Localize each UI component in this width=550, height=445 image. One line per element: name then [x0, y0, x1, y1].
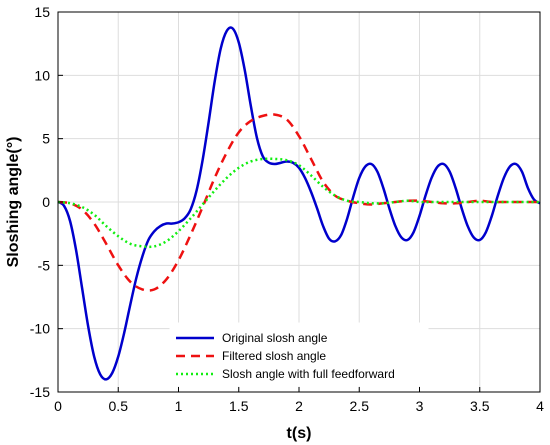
x-tick-label: 3 [416, 398, 424, 414]
y-tick-label: 0 [42, 194, 50, 210]
x-tick-label: 2 [295, 398, 303, 414]
tick-labels: 0 0.5 1 1.5 2 2.5 3 3.5 4 -15 -10 -5 0 5 10 15 [30, 4, 544, 414]
y-tick-label: -10 [30, 321, 50, 337]
x-axis-title: t(s) [287, 425, 312, 442]
y-axis-title: Sloshing angle(°) [5, 137, 22, 268]
legend: Original slosh angle Filtered slosh angle… [169, 322, 429, 387]
legend-label: Slosh angle with full feedforward [222, 367, 395, 381]
y-tick-label: 5 [42, 131, 50, 147]
y-tick-label: 15 [34, 4, 50, 20]
x-tick-label: 3.5 [470, 398, 490, 414]
y-tick-label: 10 [34, 67, 50, 83]
series-layer [57, 26, 541, 381]
x-tick-label: 0 [54, 398, 62, 414]
x-tick-label: 0.5 [109, 398, 129, 414]
x-tick-label: 1 [175, 398, 183, 414]
y-tick-label: -15 [30, 384, 50, 400]
x-tick-label: 4 [536, 398, 544, 414]
x-tick-label: 2.5 [350, 398, 370, 414]
series-line-filtered-slosh-angle [57, 113, 540, 292]
y-tick-label: -5 [38, 257, 51, 273]
legend-label: Filtered slosh angle [222, 349, 326, 363]
legend-box [169, 322, 429, 387]
x-tick-label: 1.5 [229, 398, 249, 414]
legend-label: Original slosh angle [222, 331, 328, 345]
